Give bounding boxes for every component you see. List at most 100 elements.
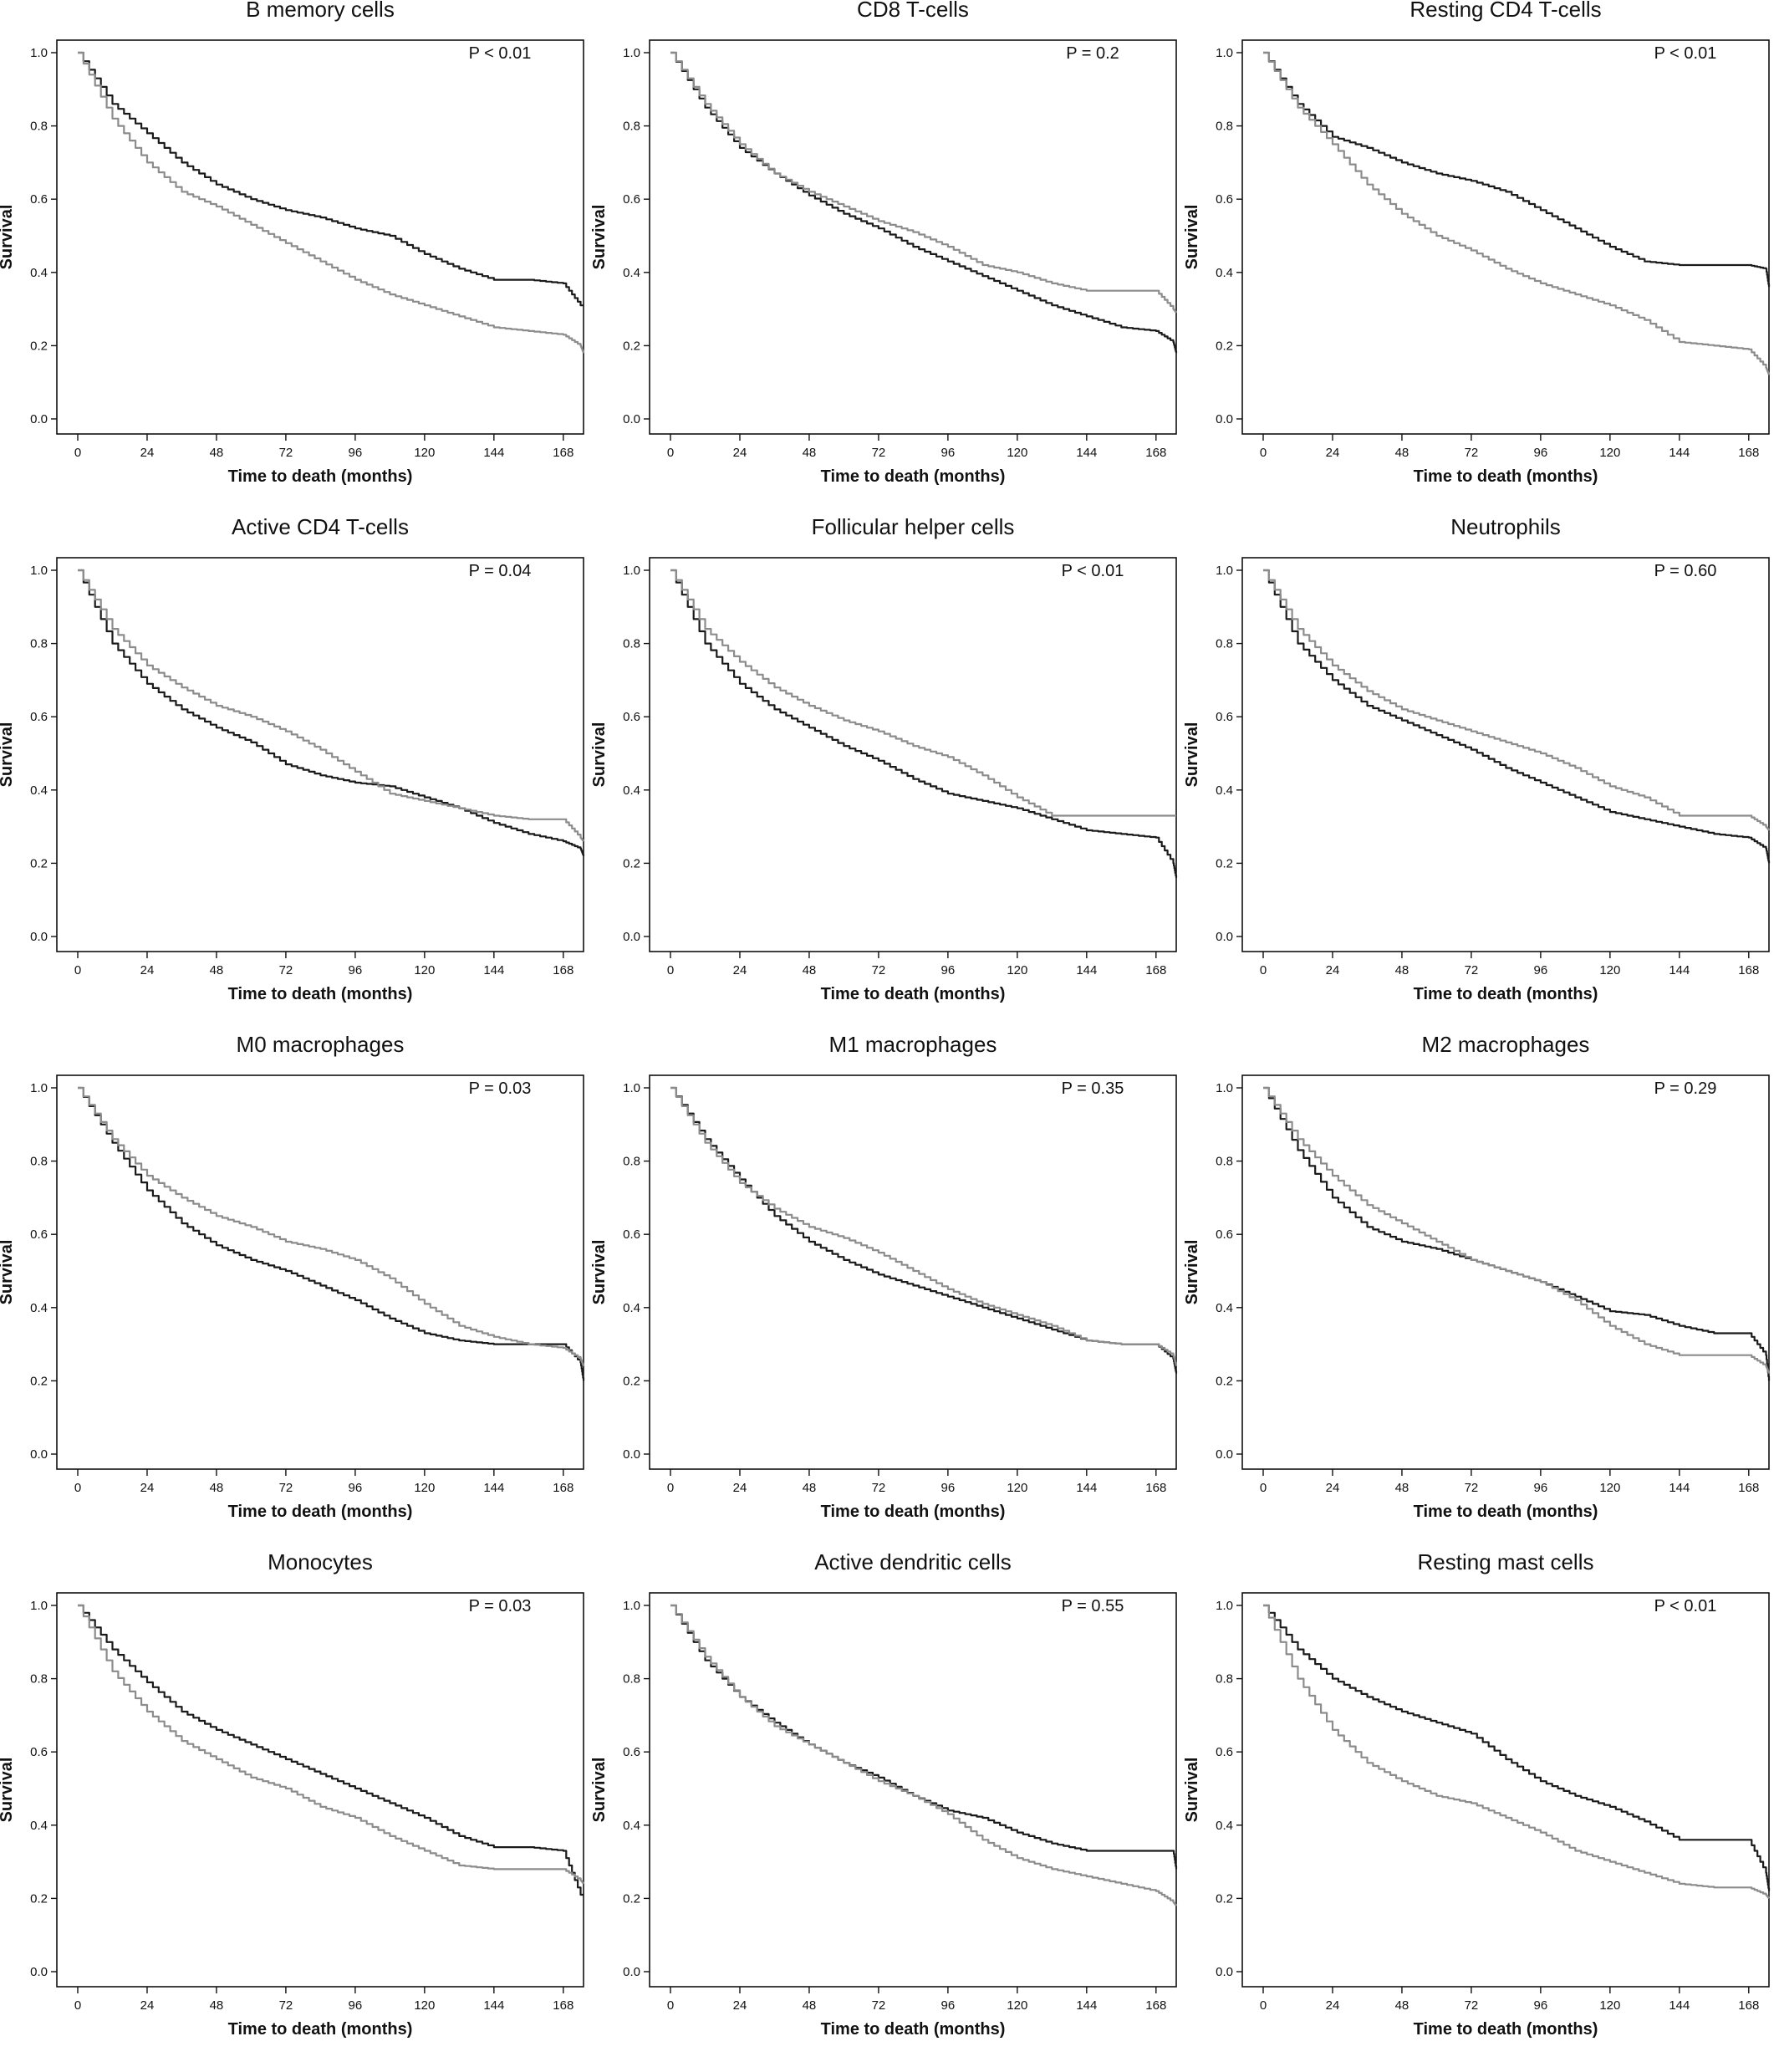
x-tick-label: 24 — [1326, 1998, 1340, 2013]
y-axis-label: Survival — [590, 1758, 609, 1823]
survival-curve-light — [78, 569, 585, 842]
y-tick-label: 0.6 — [30, 192, 48, 207]
x-tick-label: 96 — [941, 446, 956, 460]
chart-title: B memory cells — [246, 0, 395, 22]
x-axis-label: Time to death (months) — [821, 2020, 1006, 2039]
y-tick-label: 0.0 — [623, 1447, 640, 1462]
x-tick-label: 0 — [667, 963, 674, 977]
y-tick-label: 0.8 — [30, 1672, 48, 1687]
y-tick-label: 0.0 — [1216, 930, 1233, 944]
p-value: P = 0.35 — [1062, 1079, 1124, 1098]
x-tick-label: 144 — [1076, 446, 1097, 460]
survival-curve-dark — [670, 51, 1178, 354]
p-value: P = 0.60 — [1654, 562, 1717, 580]
y-tick-label: 0.2 — [623, 339, 640, 353]
y-tick-label: 0.6 — [623, 710, 640, 724]
km-panel: B memory cells P < 0.01 0.0 0.2 0.4 0.6 0.8 1.0… — [0, 0, 593, 518]
x-tick-label: 144 — [483, 963, 504, 977]
x-tick-label: 144 — [483, 1998, 504, 2013]
y-tick-label: 0.6 — [623, 1227, 640, 1242]
km-panel: M0 macrophages P = 0.03 0.0 0.2 0.4 0.6 0.8 1.0… — [0, 1032, 593, 1553]
km-plot: M0 macrophages P = 0.03 0.0 0.2 0.4 0.6 0.8 1.0… — [0, 1032, 585, 1521]
y-axis-label: Survival — [0, 1240, 16, 1305]
km-panel: Active CD4 T-cells P = 0.04 0.0 0.2 0.4 0.6 0.… — [0, 514, 593, 1035]
plot-frame — [1241, 1074, 1770, 1470]
x-tick-label: 96 — [941, 1481, 956, 1495]
km-plot: Resting mast cells P < 0.01 0.0 0.2 0.4 0.6 0.… — [1183, 1549, 1771, 2039]
y-tick-label: 0.8 — [30, 1155, 48, 1169]
y-tick-label: 0.4 — [1216, 266, 1233, 280]
x-tick-label: 168 — [1145, 1998, 1166, 2013]
x-tick-label: 96 — [349, 1481, 363, 1495]
km-plot: CD8 T-cells P = 0.2 0.0 0.2 0.4 0.6 0.8 1.0 0 24 4… — [590, 0, 1178, 486]
y-tick-label: 0.0 — [1216, 1447, 1233, 1462]
x-tick-label: 144 — [483, 446, 504, 460]
x-tick-label: 168 — [1145, 446, 1166, 460]
x-tick-label: 168 — [1738, 1481, 1759, 1495]
x-tick-label: 72 — [279, 1481, 293, 1495]
chart-title: CD8 T-cells — [857, 0, 969, 22]
x-tick-label: 96 — [349, 963, 363, 977]
x-tick-label: 48 — [803, 1481, 817, 1495]
x-tick-label: 168 — [1145, 1481, 1166, 1495]
x-tick-label: 120 — [1599, 446, 1620, 460]
x-tick-label: 120 — [414, 963, 435, 977]
x-tick-label: 72 — [872, 1481, 886, 1495]
y-tick-label: 0.0 — [30, 930, 48, 944]
x-tick-label: 48 — [803, 1998, 817, 2013]
y-tick-label: 0.4 — [623, 1301, 640, 1315]
survival-curve-dark — [78, 51, 584, 307]
y-tick-label: 0.8 — [30, 637, 48, 651]
y-tick-label: 1.0 — [30, 46, 48, 60]
x-tick-label: 24 — [733, 963, 747, 977]
km-panel: M1 macrophages P = 0.35 0.0 0.2 0.4 0.6 0.8 1.0… — [590, 1032, 1185, 1553]
p-value: P = 0.03 — [469, 1079, 532, 1098]
chart-title: Active CD4 T-cells — [232, 514, 409, 539]
y-tick-label: 1.0 — [1216, 564, 1233, 578]
plot-frame — [56, 557, 584, 952]
x-tick-label: 120 — [1007, 446, 1027, 460]
x-tick-label: 48 — [1395, 1998, 1409, 2013]
chart-title: Resting mast cells — [1418, 1549, 1594, 1574]
y-tick-label: 1.0 — [623, 1081, 640, 1095]
y-tick-label: 1.0 — [1216, 1599, 1233, 1613]
km-plot: M1 macrophages P = 0.35 0.0 0.2 0.4 0.6 0.8 1.0… — [590, 1032, 1178, 1521]
chart-title: M2 macrophages — [1422, 1032, 1590, 1057]
survival-curve-dark — [78, 1086, 585, 1381]
x-tick-label: 120 — [1599, 1481, 1620, 1495]
survival-curve-light — [670, 569, 1177, 817]
x-tick-label: 144 — [1669, 1481, 1690, 1495]
y-axis-label: Survival — [0, 205, 16, 270]
chart-title: M1 macrophages — [829, 1032, 997, 1057]
x-tick-label: 24 — [733, 1481, 747, 1495]
x-axis-label: Time to death (months) — [228, 2020, 413, 2039]
chart-title: Active dendritic cells — [814, 1549, 1012, 1574]
km-plot: Resting CD4 T-cells P < 0.01 0.0 0.2 0.4 0.6 0… — [1183, 0, 1771, 486]
x-tick-label: 48 — [1395, 963, 1409, 977]
x-axis-label: Time to death (months) — [1414, 2020, 1598, 2039]
x-tick-label: 168 — [1738, 963, 1759, 977]
y-tick-label: 0.2 — [623, 856, 640, 870]
y-tick-label: 0.8 — [623, 1155, 640, 1169]
y-axis-label: Survival — [1183, 722, 1201, 788]
p-value: P = 0.04 — [469, 562, 532, 580]
x-tick-label: 96 — [941, 1998, 956, 2013]
x-tick-label: 24 — [140, 446, 155, 460]
y-tick-label: 0.4 — [623, 266, 640, 280]
x-tick-label: 96 — [1534, 1481, 1548, 1495]
x-tick-label: 120 — [1007, 1481, 1027, 1495]
y-tick-label: 0.8 — [1216, 1155, 1233, 1169]
x-tick-label: 48 — [210, 963, 224, 977]
km-plot: Follicular helper cells P < 0.01 0.0 0.2 0.4… — [590, 514, 1178, 1003]
x-tick-label: 168 — [553, 1481, 573, 1495]
y-tick-label: 0.8 — [1216, 1672, 1233, 1687]
survival-curve-light — [1263, 1604, 1771, 1899]
survival-curve-light — [78, 1604, 585, 1885]
p-value: P < 0.01 — [1654, 1597, 1717, 1615]
x-tick-label: 168 — [553, 963, 573, 977]
p-value: P = 0.29 — [1654, 1079, 1717, 1098]
x-tick-label: 48 — [803, 963, 817, 977]
x-axis-label: Time to death (months) — [228, 467, 413, 486]
x-tick-label: 72 — [872, 963, 886, 977]
x-tick-label: 120 — [1599, 1998, 1620, 2013]
